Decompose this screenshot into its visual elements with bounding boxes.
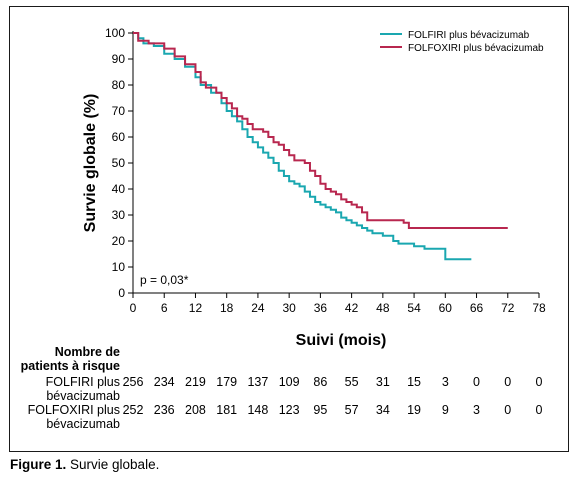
caption-label: Figure 1. [10,457,67,472]
risk-count: 234 [153,375,175,389]
risk-count: 181 [216,403,238,417]
risk-label-line2: bévacizumab [46,417,120,431]
series-line-folfiri [133,32,472,261]
legend-label: FOLFOXIRI plus bévacizumab [408,43,544,54]
risk-count: 3 [441,375,449,389]
risk-count: 0 [535,375,543,389]
y-tick-label: 20 [112,234,126,248]
risk-count: 31 [375,375,390,389]
y-tick-label: 90 [112,52,126,66]
figure-caption: Figure 1. Survie globale. [10,457,159,472]
x-axis-title: Suivi (mois) [296,332,387,349]
risk-label-line1: FOLFOXIRI plus [27,403,120,417]
p-value-annotation: p = 0,03* [140,273,189,287]
y-tick-label: 70 [112,104,126,118]
risk-count: 123 [278,403,300,417]
risk-count: 179 [216,375,238,389]
legend-label: FOLFIRI plus bévacizumab [408,30,530,41]
x-tick-label: 42 [345,301,359,315]
y-tick-label: 0 [118,286,125,300]
risk-count: 19 [407,403,422,417]
risk-count: 236 [153,403,175,417]
x-tick-label: 24 [251,301,265,315]
risk-count: 9 [441,403,449,417]
risk-count: 252 [122,403,144,417]
risk-title-line2: patients à risque [20,359,120,373]
risk-count: 0 [504,375,512,389]
x-tick-label: 78 [532,301,546,315]
x-tick-label: 36 [314,301,328,315]
y-tick-label: 10 [112,260,126,274]
figure-frame [9,6,569,452]
risk-count: 137 [247,375,269,389]
x-tick-label: 60 [439,301,453,315]
y-axis-title: Survie globale (%) [82,94,99,233]
risk-count: 34 [375,403,390,417]
risk-count: 15 [407,375,422,389]
risk-count: 0 [535,403,543,417]
y-tick-label: 80 [112,78,126,92]
y-tick-label: 60 [112,130,126,144]
risk-count: 219 [185,375,206,389]
y-tick-label: 100 [105,26,125,40]
x-tick-label: 0 [130,301,137,315]
risk-count: 148 [247,403,269,417]
risk-count: 256 [122,375,144,389]
risk-count: 3 [473,403,480,417]
series-line-folfoxiri [133,32,508,229]
risk-row-label-folfoxiri: FOLFOXIRI plus bévacizumab [8,403,120,431]
risk-count: 0 [504,403,512,417]
risk-table-title: Nombre de patients à risque [8,345,120,373]
y-tick-label: 50 [112,156,126,170]
caption-text: Survie globale. [66,457,160,472]
x-tick-label: 72 [501,301,515,315]
x-tick-label: 30 [282,301,296,315]
risk-row-label-folfiri: FOLFIRI plus bévacizumab [8,375,120,403]
risk-count: 55 [344,375,359,389]
x-tick-label: 48 [376,301,390,315]
risk-count: 86 [313,375,328,389]
y-tick-label: 40 [112,182,126,196]
risk-title-line1: Nombre de [54,345,120,359]
x-tick-label: 12 [189,301,203,315]
risk-count: 208 [185,403,206,417]
x-tick-label: 66 [470,301,484,315]
risk-count: 109 [278,375,300,389]
x-tick-label: 54 [407,301,421,315]
risk-label-line2: bévacizumab [46,389,120,403]
risk-label-line1: FOLFIRI plus [45,375,120,389]
risk-count: 0 [473,375,480,389]
x-tick-label: 6 [161,301,168,315]
x-tick-label: 18 [220,301,234,315]
risk-count: 57 [344,403,359,417]
risk-count: 95 [313,403,328,417]
y-tick-label: 30 [112,208,126,222]
